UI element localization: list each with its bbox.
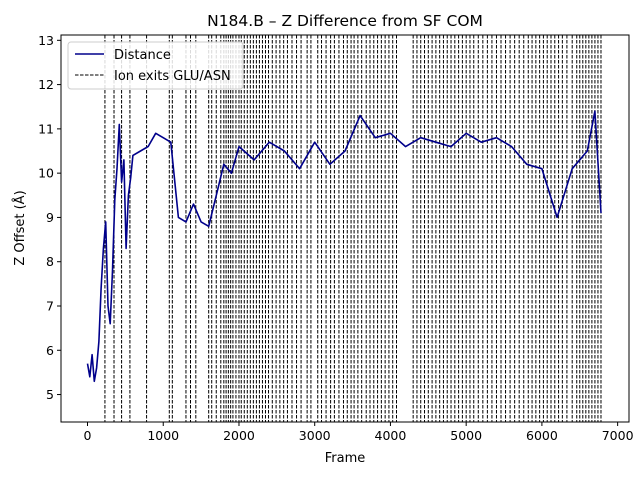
x-tick-label: 2000 (223, 428, 255, 443)
legend-box (67, 41, 244, 90)
x-tick-label: 6000 (526, 428, 558, 443)
plot-frame (60, 34, 630, 423)
x-tick-label: 0 (84, 428, 92, 443)
y-axis-label: Z Offset (Å) (12, 190, 28, 265)
x-axis: 0 1000 2000 3000 4000 5000 6000 7000 (84, 422, 634, 443)
chart-title: N184.B – Z Difference from SF COM (207, 12, 483, 30)
y-tick-label: 7 (46, 298, 54, 313)
y-tick-label: 11 (38, 121, 54, 136)
x-tick-label: 1000 (147, 428, 179, 443)
x-tick-label: 4000 (375, 428, 407, 443)
x-axis-label: Frame (325, 451, 366, 466)
x-tick-label: 7000 (602, 428, 634, 443)
y-tick-label: 8 (46, 254, 54, 269)
legend-label-ion-exits: Ion exits GLU/ASN (114, 69, 231, 84)
legend: Distance Ion exits GLU/ASN (67, 41, 244, 90)
legend-label-distance: Distance (114, 48, 171, 63)
y-axis: 5 6 7 8 9 10 11 12 13 (38, 33, 61, 402)
x-tick-label: 3000 (299, 428, 331, 443)
y-tick-label: 6 (46, 343, 54, 358)
y-tick-label: 10 (38, 166, 54, 181)
series-line-distance (86, 110, 602, 383)
y-tick-label: 5 (46, 387, 54, 402)
y-tick-label: 9 (46, 210, 54, 225)
x-tick-label: 5000 (450, 428, 482, 443)
y-tick-label: 13 (38, 33, 54, 48)
y-tick-label: 12 (38, 77, 54, 92)
plot-content (86, 35, 602, 422)
